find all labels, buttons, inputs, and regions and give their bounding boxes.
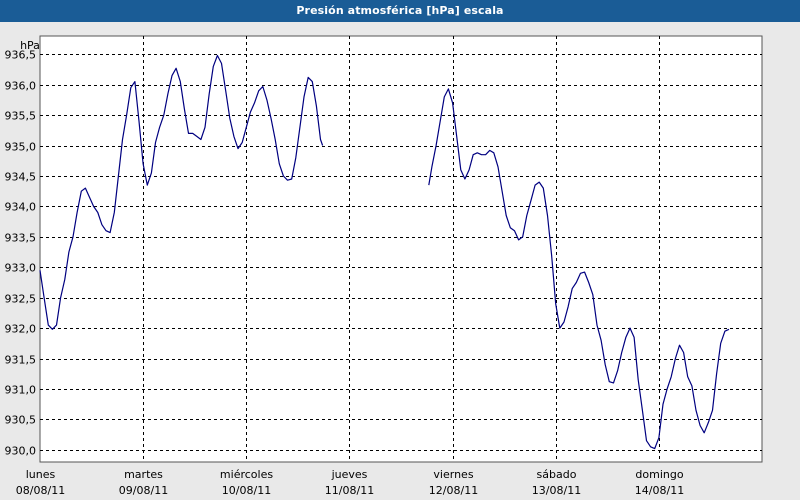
x-tick-date-label: 11/08/11 xyxy=(325,484,374,497)
chart-title: Presión atmosférica [hPa] escala xyxy=(0,0,800,22)
pressure-series-line-segment-1 xyxy=(39,54,324,330)
y-tick-label: 934,0 xyxy=(5,201,37,214)
y-tick-label: 933,0 xyxy=(5,262,37,275)
y-axis-label: hPa xyxy=(20,39,40,52)
pressure-series-line-segment-2 xyxy=(428,88,730,450)
x-tick-date-label: 13/08/11 xyxy=(532,484,581,497)
y-tick-label: 934,5 xyxy=(5,171,37,184)
x-tick-day-label: miércoles xyxy=(220,468,273,481)
y-tick-label: 933,5 xyxy=(5,232,37,245)
plot-area xyxy=(39,35,763,463)
y-tick-label: 936,0 xyxy=(5,80,37,93)
x-tick-day-label: viernes xyxy=(433,468,473,481)
x-tick-date-label: 12/08/11 xyxy=(429,484,478,497)
y-tick-label: 936,5 xyxy=(5,49,37,62)
x-tick-day-label: martes xyxy=(124,468,163,481)
y-tick-label: 932,0 xyxy=(5,323,37,336)
y-tick-label: 935,5 xyxy=(5,110,37,123)
x-tick-date-label: 10/08/11 xyxy=(222,484,271,497)
x-tick-day-label: domingo xyxy=(635,468,683,481)
y-tick-label: 931,0 xyxy=(5,384,37,397)
y-tick-label: 935,0 xyxy=(5,141,37,154)
x-tick-date-label: 14/08/11 xyxy=(635,484,684,497)
x-tick-day-label: lunes xyxy=(26,468,56,481)
y-tick-label: 931,5 xyxy=(5,354,37,367)
x-tick-date-label: 08/08/11 xyxy=(16,484,65,497)
y-tick-label: 932,5 xyxy=(5,293,37,306)
x-tick-day-label: jueves xyxy=(331,468,368,481)
y-tick-label: 930,0 xyxy=(5,445,37,458)
x-tick-date-label: 09/08/11 xyxy=(119,484,168,497)
y-tick-label: 930,5 xyxy=(5,414,37,427)
x-tick-day-label: sábado xyxy=(537,468,577,481)
